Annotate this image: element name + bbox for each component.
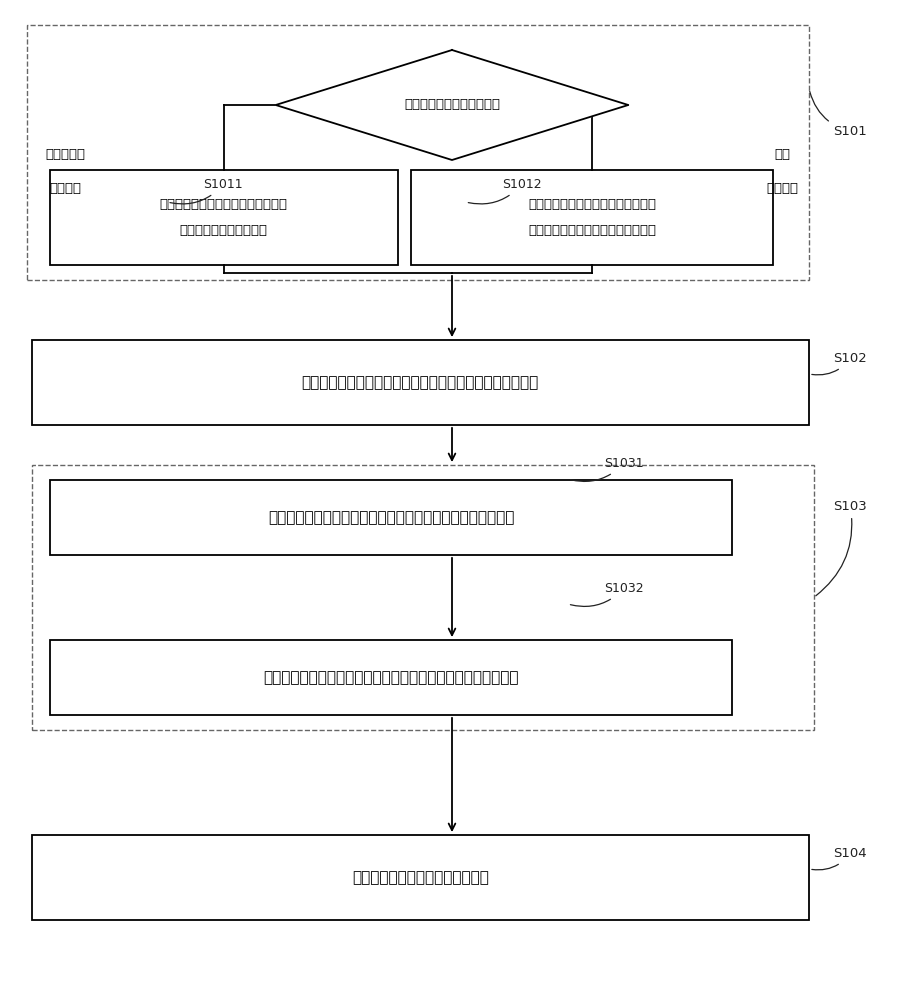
Text: 大于: 大于 [773,148,789,161]
Text: 和的结果的预设字节作为校验索引号: 和的结果的预设字节作为校验索引号 [527,224,656,237]
FancyBboxPatch shape [50,640,731,715]
Text: 预设阈值: 预设阈值 [765,182,797,194]
Text: 将所述加密标签数据发送至接收端: 将所述加密标签数据发送至接收端 [351,870,489,885]
Text: S1012: S1012 [468,178,541,204]
Text: S1032: S1032 [570,582,643,606]
Text: S101: S101 [809,91,866,138]
Text: S102: S102 [811,352,866,375]
Text: 将所述原始标签数据的各字节相加求: 将所述原始标签数据的各字节相加求 [527,198,656,211]
Text: 从预设校验数据表中查找所述校验索引号对应的校验位数据: 从预设校验数据表中查找所述校验索引号对应的校验位数据 [302,375,538,390]
Text: 将所述原始标签数据的各字节相加求: 将所述原始标签数据的各字节相加求 [160,198,287,211]
Text: S103: S103 [815,500,866,596]
Text: 预设阈值: 预设阈值 [49,182,81,194]
Text: 原始标签数据的各字节之和: 原始标签数据的各字节之和 [404,99,499,111]
FancyBboxPatch shape [50,480,731,555]
Text: S1031: S1031 [570,457,643,481]
Text: S1011: S1011 [170,178,243,204]
Text: S104: S104 [811,847,866,870]
FancyBboxPatch shape [32,835,808,920]
FancyBboxPatch shape [50,170,397,265]
Text: 将所述校验标签数据与预设密钥进行异或运算得到加密标签数据: 将所述校验标签数据与预设密钥进行异或运算得到加密标签数据 [263,670,518,685]
Text: 小于或等于: 小于或等于 [45,148,85,161]
FancyBboxPatch shape [32,340,808,425]
Text: 和的结果作为校验索引号: 和的结果作为校验索引号 [180,224,267,237]
Polygon shape [275,50,628,160]
FancyBboxPatch shape [411,170,772,265]
Text: 将所述校验位数据与所述原始标签数据组合形成校验标签数据: 将所述校验位数据与所述原始标签数据组合形成校验标签数据 [267,510,514,525]
